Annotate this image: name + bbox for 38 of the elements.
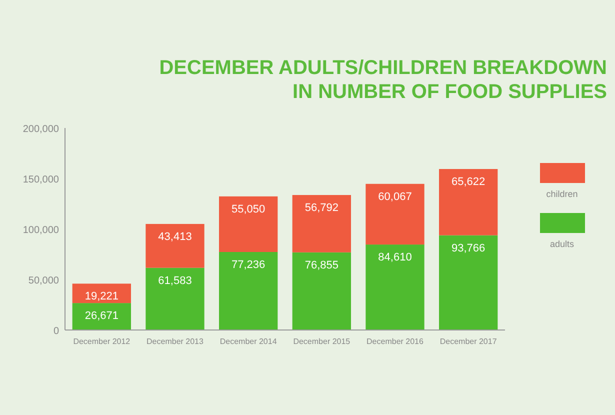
bar <box>72 303 131 330</box>
data-label: 76,855 <box>304 259 338 272</box>
data-label: 84,610 <box>378 252 412 264</box>
bar <box>439 235 498 330</box>
x-tick-label: December 2016 <box>366 337 424 346</box>
x-tick-label: December 2013 <box>146 337 204 346</box>
legend-label: adults <box>550 239 574 249</box>
data-label: 43,413 <box>158 230 192 243</box>
y-tick-label: 150,000 <box>22 174 60 186</box>
y-tick-label: 0 <box>53 326 60 337</box>
bar <box>292 252 351 330</box>
x-tick-label: December 2014 <box>220 337 278 346</box>
chart-title: DECEMBER ADULTS/CHILDREN BREAKDOWN IN NUMBER OF FOOD SUPPLIES <box>159 57 607 103</box>
data-label: 26,671 <box>84 310 118 322</box>
data-label: 61,583 <box>158 274 192 287</box>
y-tick-label: 200,000 <box>22 124 60 135</box>
x-tick-label: December 2015 <box>293 337 351 346</box>
data-label: 93,766 <box>452 242 486 254</box>
data-label: 77,236 <box>232 258 266 271</box>
data-label: 56,792 <box>304 202 338 214</box>
bar <box>366 184 424 245</box>
bar <box>146 268 204 330</box>
bar <box>146 224 204 268</box>
bar <box>72 284 131 304</box>
x-tick-label: December 2017 <box>440 337 498 346</box>
bar <box>439 169 498 236</box>
y-tick-label: 50,000 <box>28 276 60 286</box>
bar <box>219 196 278 252</box>
y-tick-label: 100,000 <box>22 225 60 236</box>
bar <box>366 244 424 330</box>
legend-label: children <box>546 189 578 199</box>
data-label: 55,050 <box>232 203 266 216</box>
bar <box>292 195 351 252</box>
data-label: 65,622 <box>452 176 486 188</box>
data-label: 60,067 <box>378 190 412 203</box>
bar <box>219 252 278 330</box>
data-label: 19,221 <box>84 290 118 303</box>
x-tick-label: December 2012 <box>73 337 131 346</box>
